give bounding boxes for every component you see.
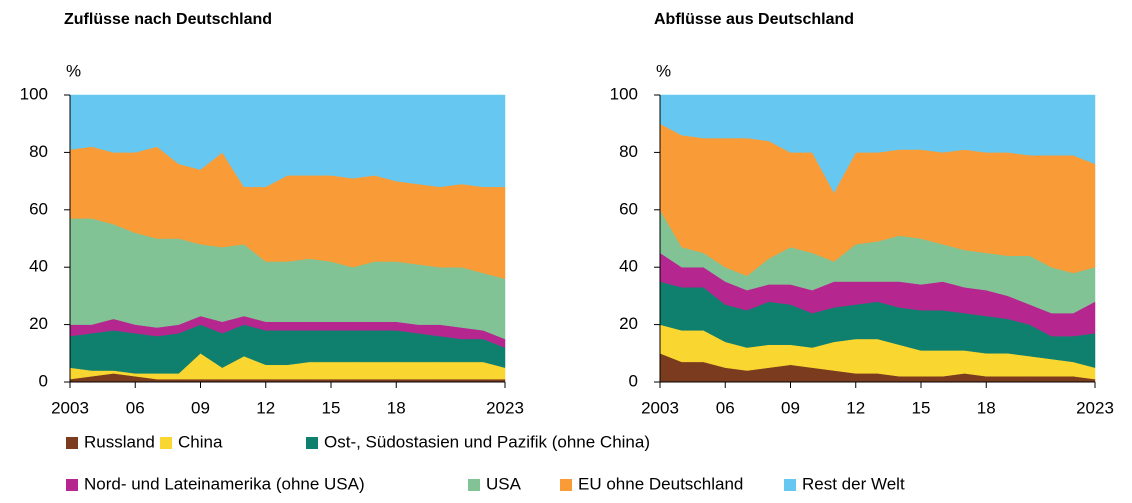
y-tick-label: 60 — [29, 199, 48, 218]
y-tick-label: 20 — [619, 314, 638, 333]
x-tick-label: 18 — [387, 398, 406, 417]
y-tick-label: 60 — [619, 199, 638, 218]
y-axis-label: % — [656, 61, 671, 80]
x-tick-label: 15 — [322, 398, 341, 417]
x-tick-label: 2023 — [486, 398, 524, 417]
area — [69, 94, 506, 188]
x-tick-label: 2023 — [1076, 398, 1114, 417]
legend-swatch — [66, 479, 78, 491]
y-tick-label: 80 — [619, 142, 638, 161]
x-tick-label: 06 — [716, 398, 735, 417]
x-tick-label: 06 — [126, 398, 145, 417]
x-tick-label: 09 — [781, 398, 800, 417]
x-tick-label: 12 — [846, 398, 865, 417]
x-tick-label: 2003 — [641, 398, 679, 417]
x-tick-label: 18 — [977, 398, 996, 417]
x-tick-label: 15 — [912, 398, 931, 417]
legend-swatch — [66, 437, 78, 449]
y-tick-label: 100 — [610, 84, 638, 103]
legend-swatch — [306, 437, 318, 449]
y-tick-label: 40 — [29, 257, 48, 276]
y-tick-label: 20 — [29, 314, 48, 333]
y-tick-label: 40 — [619, 257, 638, 276]
legend-swatch — [784, 479, 796, 491]
legend-label: Nord- und Lateinamerika (ohne USA) — [84, 474, 365, 493]
y-tick-label: 0 — [39, 371, 48, 390]
y-axis-label: % — [66, 61, 81, 80]
legend-label: EU ohne Deutschland — [578, 474, 743, 493]
y-tick-label: 100 — [20, 84, 48, 103]
legend-swatch — [560, 479, 572, 491]
chart-title: Zuflüsse nach Deutschland — [64, 11, 272, 28]
x-tick-label: 12 — [256, 398, 275, 417]
legend-label: USA — [486, 474, 522, 493]
x-tick-label: 09 — [191, 398, 210, 417]
chart-title: Abflüsse aus Deutschland — [654, 11, 854, 28]
legend-label: Rest der Welt — [802, 474, 905, 493]
area — [659, 94, 1096, 194]
legend-label: Russland — [84, 432, 155, 451]
legend-label: Ost-, Südostasien und Pazifik (ohne Chin… — [324, 432, 650, 451]
y-tick-label: 0 — [629, 371, 638, 390]
legend-swatch — [160, 437, 172, 449]
x-tick-label: 2003 — [51, 398, 89, 417]
legend-swatch — [468, 479, 480, 491]
legend-label: China — [178, 432, 223, 451]
y-tick-label: 80 — [29, 142, 48, 161]
